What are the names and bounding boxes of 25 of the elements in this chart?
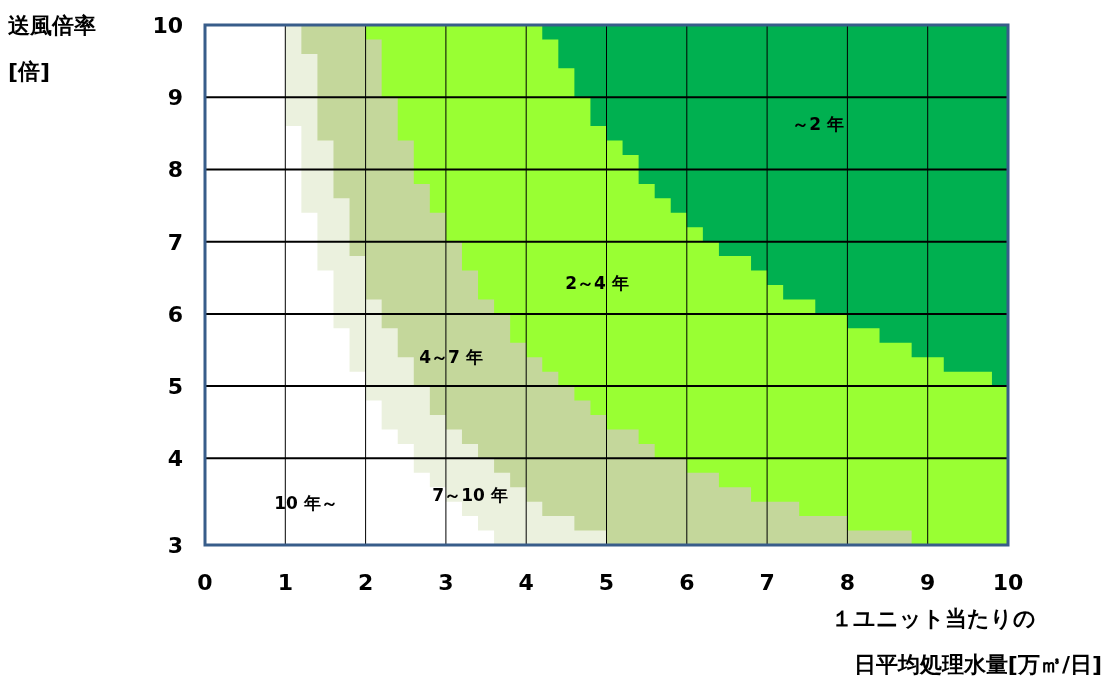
- x-tick-label: 6: [679, 570, 695, 595]
- x-tick-label: 9: [920, 570, 936, 595]
- y-tick-label: 3: [167, 533, 183, 558]
- annotation: 2～4 年: [565, 273, 629, 293]
- x-tick-label: 4: [518, 570, 534, 595]
- y-tick-label: 10: [152, 13, 183, 38]
- y-tick-label: 4: [167, 446, 183, 472]
- y-tick-label: 8: [167, 157, 183, 183]
- y-tick-label: 7: [167, 229, 183, 255]
- x-tick-label: 8: [839, 570, 856, 595]
- annotation: 7～10 年: [432, 485, 508, 505]
- y-tick-label: 6: [167, 301, 183, 327]
- x-tick-label: 10: [992, 570, 1024, 595]
- y-axis-title: 送風倍率[倍]: [8, 13, 96, 84]
- y-tick-label: 5: [167, 374, 183, 400]
- annotation: ～2 年: [792, 114, 844, 134]
- y-tick-label: 9: [167, 85, 183, 111]
- x-tick-label: 1: [277, 570, 293, 595]
- x-tick-label: 0: [197, 570, 213, 595]
- annotation: 4～7 年: [419, 347, 483, 367]
- x-tick-label: 7: [759, 570, 775, 595]
- x-axis-title: １ユニット当たりの日平均処理水量[万㎥/日]: [831, 606, 1102, 677]
- x-tick-label: 2: [357, 570, 374, 595]
- x-tick-label: 5: [598, 570, 615, 595]
- x-tick-label: 3: [438, 570, 454, 595]
